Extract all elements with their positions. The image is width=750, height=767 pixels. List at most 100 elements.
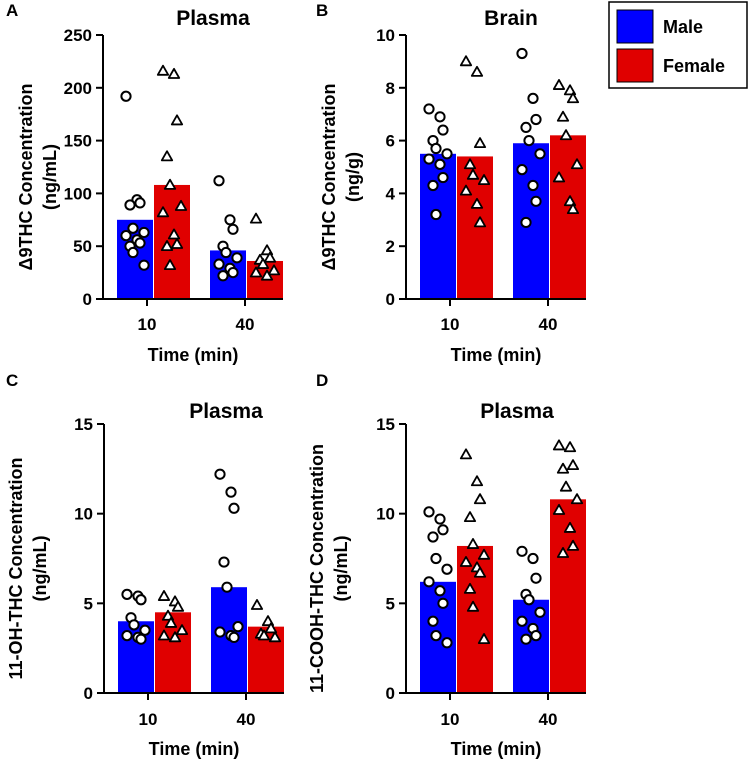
point-male-40	[534, 148, 546, 160]
point-male-40	[530, 113, 542, 126]
point-female-40	[570, 158, 584, 170]
y-tick-label: 0	[386, 290, 395, 309]
point-male-40	[516, 615, 528, 627]
point-female-10	[477, 174, 491, 186]
point-male-10	[138, 226, 150, 239]
y-tick-label: 250	[64, 26, 92, 45]
point-female-40	[260, 269, 274, 281]
point-female-10	[156, 64, 170, 76]
point-male-10	[135, 594, 147, 606]
bar-female-40	[550, 135, 586, 299]
point-female-10	[459, 55, 473, 67]
y-tick-label: 5	[386, 594, 395, 613]
y-tick-label: 10	[376, 26, 395, 45]
point-female-40	[566, 203, 580, 215]
point-female-40	[263, 251, 277, 263]
y-tick-label: 15	[74, 415, 93, 434]
point-female-10	[175, 624, 189, 636]
point-male-10	[127, 246, 139, 259]
point-male-40	[534, 606, 546, 618]
point-male-40	[516, 164, 528, 176]
point-female-10	[160, 240, 174, 252]
panel-d: D Plasma 0 5 10 15 10 40 Time (min) 11-COOH-THC C…	[307, 371, 586, 759]
y-tick-label: 10	[376, 505, 395, 524]
point-male-10	[437, 171, 449, 184]
x-tick-label: 10	[139, 710, 158, 729]
x-axis-title: Time (min)	[148, 345, 239, 365]
point-male-10	[423, 103, 435, 115]
y-tick-label: 200	[64, 79, 92, 98]
point-female-40	[552, 503, 566, 515]
point-male-10	[430, 552, 442, 565]
x-tick-label: 40	[237, 710, 256, 729]
point-male-10	[427, 615, 439, 627]
point-female-10	[473, 566, 487, 578]
point-male-40	[221, 581, 233, 593]
point-male-10	[423, 506, 435, 518]
point-male-40	[227, 267, 239, 279]
point-female-40	[257, 629, 271, 641]
x-tick-label: 10	[441, 315, 460, 334]
point-male-40	[520, 216, 532, 229]
point-male-10	[134, 197, 146, 209]
point-female-40	[267, 264, 281, 276]
x-axis-title: Time (min)	[451, 345, 542, 365]
y-tick-label: 2	[386, 237, 395, 256]
point-male-10	[121, 588, 133, 600]
point-female-10	[470, 197, 484, 209]
point-female-10	[163, 178, 177, 190]
legend-swatch-female	[616, 48, 654, 83]
panel-label: C	[6, 371, 18, 390]
point-male-10	[124, 199, 136, 211]
legend-frame	[608, 1, 748, 89]
point-female-10	[477, 633, 491, 644]
point-female-40	[249, 266, 263, 278]
point-male-40	[527, 552, 539, 565]
point-male-40	[530, 630, 542, 642]
legend-label-female: Female	[663, 56, 725, 76]
x-tick-label: 40	[539, 315, 558, 334]
point-female-10	[163, 259, 177, 271]
point-male-10	[434, 585, 446, 597]
point-male-10	[430, 630, 442, 642]
point-female-40	[264, 622, 278, 634]
point-male-40	[220, 246, 232, 259]
chart-title: Plasma	[189, 400, 263, 423]
point-female-40	[566, 539, 580, 551]
y-tick-label: 100	[64, 184, 92, 203]
point-male-10	[434, 513, 446, 525]
point-female-10	[463, 582, 477, 594]
y-axis-title: Δ9THC Concentration (ng/mL)	[16, 84, 60, 271]
point-female-10	[164, 616, 178, 628]
point-female-10	[170, 237, 184, 249]
point-female-10	[170, 114, 184, 126]
point-male-10	[135, 633, 147, 645]
point-female-10	[160, 150, 174, 162]
point-female-40	[566, 92, 580, 104]
point-male-40	[224, 214, 236, 226]
y-tick-label: 10	[74, 505, 93, 524]
point-male-40	[527, 179, 539, 192]
point-female-10	[157, 590, 171, 601]
point-male-40	[530, 572, 542, 584]
x-tick-label: 40	[236, 315, 255, 334]
point-male-40	[520, 633, 532, 645]
point-female-40	[563, 195, 577, 207]
point-female-10	[459, 555, 473, 567]
point-male-10	[430, 142, 442, 155]
panel-label: A	[6, 1, 18, 20]
point-female-40	[268, 631, 282, 643]
x-axis-title: Time (min)	[451, 739, 542, 759]
legend-label-male: Male	[663, 17, 703, 37]
point-male-10	[120, 90, 132, 102]
y-tick-label: 0	[83, 290, 92, 309]
point-female-10	[157, 629, 171, 641]
point-male-10	[437, 524, 449, 536]
point-male-40	[516, 47, 528, 60]
point-female-10	[463, 511, 477, 523]
point-male-40	[225, 486, 237, 498]
chart-title: Brain	[484, 7, 538, 30]
y-tick-label: 6	[386, 132, 395, 151]
point-male-40	[523, 135, 535, 147]
point-male-10	[441, 148, 453, 160]
